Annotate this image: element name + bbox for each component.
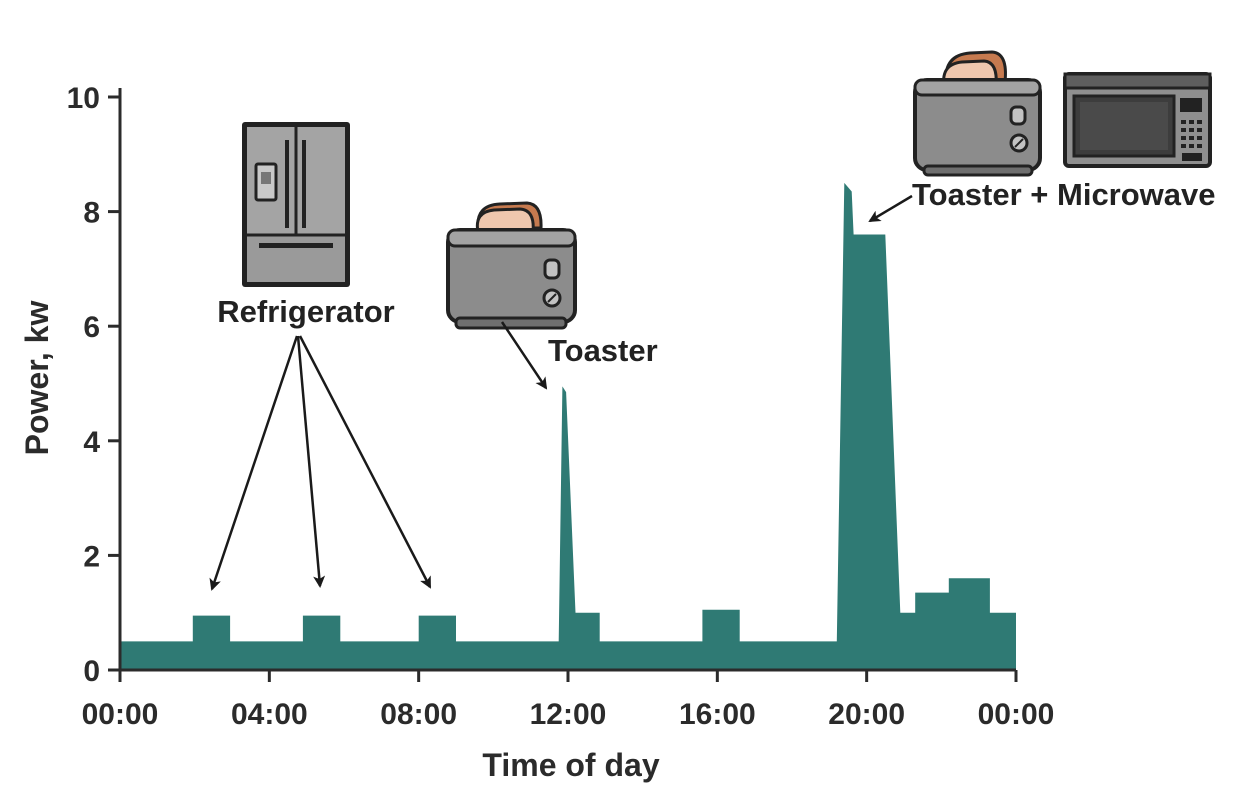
refrigerator-arrows [209, 335, 432, 591]
x-tick-label: 08:00 [380, 698, 457, 731]
y-tick-label: 4 [83, 426, 100, 459]
x-tick-label: 20:00 [828, 698, 905, 731]
x-tick-label: 00:00 [82, 698, 159, 731]
refrigerator-icon [242, 122, 350, 287]
y-tick-label: 2 [83, 540, 100, 573]
microwave-icon [1063, 72, 1212, 168]
toaster-microwave-label: Toaster + Microwave [912, 177, 1216, 212]
toaster-icon [446, 201, 577, 330]
y-tick-label: 6 [83, 311, 100, 344]
power-area-series-0 [120, 182, 1016, 670]
y-axis-title: Power, kw [19, 301, 55, 456]
toaster-arrow [500, 321, 548, 390]
y-tick-label: 0 [83, 655, 100, 688]
refrigerator-label: Refrigerator [217, 294, 394, 329]
axis-ticks: 00:00 04:00 08:00 12:00 16:00 20:00 00:00 0 2 4 6 8… [67, 82, 1055, 731]
toaster-label: Toaster [548, 333, 658, 368]
x-tick-label: 12:00 [530, 698, 607, 731]
y-tick-label: 10 [67, 82, 100, 115]
toaster-microwave-arrow [868, 194, 913, 223]
y-tick-label: 8 [83, 197, 100, 230]
x-tick-label: 04:00 [231, 698, 308, 731]
plot-area [120, 182, 1016, 670]
toaster-icon [913, 50, 1042, 177]
x-axis-title: Time of day [482, 747, 659, 783]
x-tick-label: 16:00 [679, 698, 756, 731]
x-tick-label: 00:00 [978, 698, 1055, 731]
